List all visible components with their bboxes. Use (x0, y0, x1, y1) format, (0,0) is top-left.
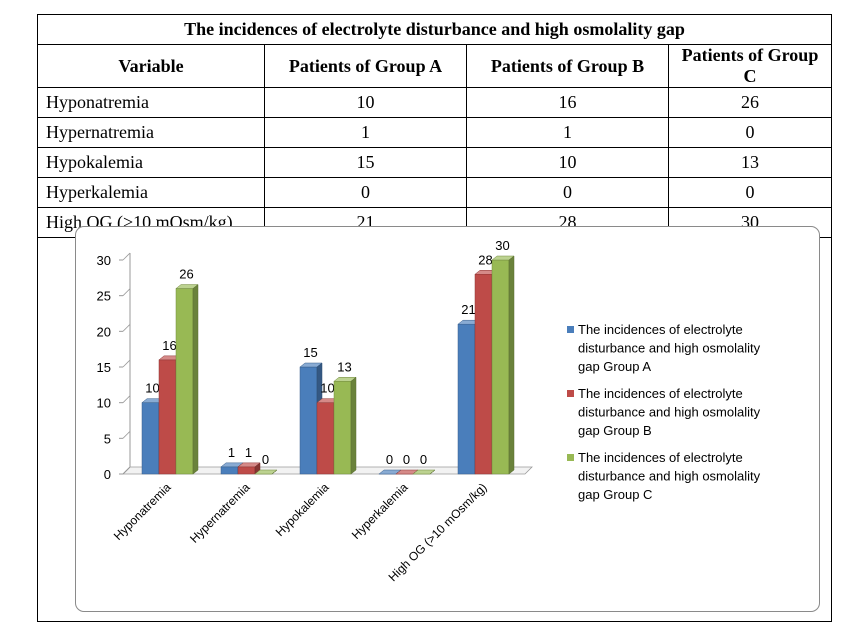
y-tick-diagonal (122, 431, 131, 439)
y-tick-diagonal (122, 324, 131, 332)
bar (316, 402, 335, 475)
y-tick-label: 25 (97, 289, 111, 304)
y-tick-label: 15 (97, 360, 111, 375)
legend-label: The incidences of electrolyte disturbance… (578, 450, 761, 502)
data-label: 0 (420, 452, 427, 467)
legend-swatch (567, 390, 574, 397)
table-row: Hypernatremia 1 1 0 (37, 117, 832, 148)
x-tick-label: Hyponatremia (111, 480, 174, 543)
bar-side (271, 469, 278, 475)
y-tick-diagonal (122, 252, 131, 261)
bar (220, 466, 239, 475)
table-title-row: The incidences of electrolyte disturbanc… (37, 14, 832, 45)
legend-swatch (567, 326, 574, 333)
row-label: Hyperkalemia (37, 177, 265, 208)
bar-side (508, 255, 515, 475)
row-label: Hyponatremia (37, 87, 265, 118)
data-label: 28 (478, 252, 492, 267)
x-tick-label: Hypokalemia (273, 480, 332, 539)
cell-value: 1 (264, 117, 467, 148)
data-label: 10 (145, 381, 159, 396)
bar (158, 359, 177, 475)
table-title: The incidences of electrolyte disturbanc… (37, 14, 832, 45)
table-row: Hyperkalemia 0 0 0 (37, 177, 832, 208)
y-tick-label: 5 (104, 431, 111, 446)
row-label: Hypokalemia (37, 147, 265, 178)
y-tick-diagonal (122, 359, 131, 368)
bar (175, 288, 194, 475)
incidence-table: The incidences of electrolyte disturbanc… (37, 14, 832, 238)
y-tick-diagonal (122, 466, 131, 475)
column-header-group-b: Patients of Group B (466, 44, 669, 88)
data-label: 21 (461, 302, 475, 317)
cell-value: 15 (264, 147, 467, 178)
bar (474, 274, 493, 475)
data-label: 1 (245, 445, 252, 460)
legend-swatch (567, 454, 574, 461)
row-label: Hypernatremia (37, 117, 265, 148)
cell-value: 1 (466, 117, 669, 148)
data-label: 0 (403, 452, 410, 467)
y-tick-label: 30 (97, 253, 111, 268)
y-tick-label: 0 (104, 467, 111, 482)
bar (333, 381, 352, 475)
x-tick-label: Hyperkalemia (349, 480, 411, 542)
data-label: 15 (303, 345, 317, 360)
x-tick-label: Hypernatremia (187, 480, 253, 546)
column-header-variable: Variable (37, 44, 265, 88)
table-row: Hypokalemia 15 10 13 (37, 147, 832, 178)
table-header-row: Variable Patients of Group A Patients of… (37, 44, 832, 88)
cell-value: 13 (668, 147, 832, 178)
bar-side (429, 469, 436, 475)
column-header-group-a: Patients of Group A (264, 44, 467, 88)
y-tick-diagonal (122, 395, 131, 403)
cell-value: 10 (466, 147, 669, 178)
bar-side (350, 376, 357, 475)
bar (141, 402, 160, 475)
data-label: 0 (386, 452, 393, 467)
data-label: 13 (337, 359, 351, 374)
legend-label: The incidences of electrolyte disturbance… (578, 322, 761, 374)
column-header-group-c: Patients of Group C (668, 44, 832, 88)
y-tick-label: 10 (97, 396, 111, 411)
cell-value: 26 (668, 87, 832, 118)
bar (457, 323, 476, 475)
cell-value: 16 (466, 87, 669, 118)
table-row: Hyponatremia 10 16 26 (37, 87, 832, 118)
cell-value: 0 (264, 177, 467, 208)
data-label: 26 (179, 267, 193, 282)
cell-value: 0 (668, 117, 832, 148)
chart-container (75, 226, 820, 612)
cell-value: 10 (264, 87, 467, 118)
bar (491, 259, 510, 475)
data-label: 1 (228, 445, 235, 460)
bar-side (192, 284, 199, 475)
data-label: 30 (495, 238, 509, 253)
bar (237, 466, 256, 475)
cell-value: 0 (466, 177, 669, 208)
cell-value: 0 (668, 177, 832, 208)
data-label: 16 (162, 338, 176, 353)
bar (299, 366, 318, 475)
data-label: 0 (262, 452, 269, 467)
legend-label: The incidences of electrolyte disturbance… (578, 386, 761, 438)
data-label: 10 (320, 381, 334, 396)
y-tick-diagonal (122, 288, 131, 296)
y-tick-label: 20 (97, 324, 111, 339)
